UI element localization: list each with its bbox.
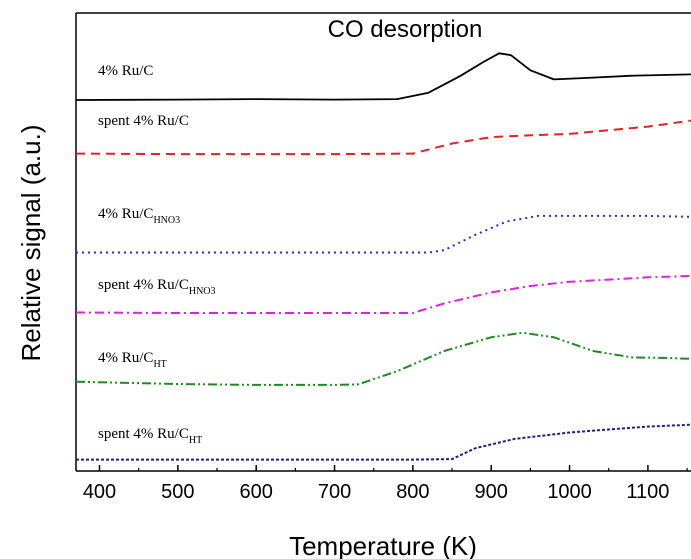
series-label-subscript: HT [189, 435, 202, 446]
x-ticks: 400 500 600 700 800 900 1000 1100 [83, 465, 688, 503]
series-label-4: spent 4% Ru/CHNO3 [98, 277, 216, 297]
series-label-6: spent 4% Ru/CHT [98, 426, 202, 446]
series-label-subscript: HNO3 [189, 286, 216, 297]
series-label-2: spent 4% Ru/C [98, 113, 189, 129]
x-tick-label: 400 [83, 481, 116, 503]
series-line-6 [76, 423, 691, 461]
series-line-5 [75, 331, 691, 386]
x-tick-label: 800 [396, 481, 429, 503]
series-label-subscript: HNO3 [153, 215, 180, 226]
series-label-text: 4% Ru/C [98, 206, 153, 222]
series-line-1 [75, 52, 691, 101]
series-lines [75, 52, 691, 461]
series-line-2 [75, 119, 691, 156]
series-line-3 [76, 214, 691, 254]
series-label-1: 4% Ru/C [98, 63, 153, 79]
x-axis-title: Temperature (K) [289, 531, 477, 559]
series-label-text: spent 4% Ru/C [98, 426, 189, 442]
series-label-text: 4% Ru/C [98, 350, 153, 366]
series-line-4 [75, 274, 691, 314]
series-label-5: 4% Ru/CHT [98, 350, 167, 370]
x-tick-label: 900 [475, 481, 508, 503]
x-tick-label: 1100 [626, 481, 669, 503]
series-label-subscript: HT [153, 359, 166, 370]
chart-title: CO desorption [328, 16, 483, 43]
x-tick-label: 500 [161, 481, 194, 503]
series-label-text: spent 4% Ru/C [98, 277, 189, 293]
series-label-3: 4% Ru/CHNO3 [98, 206, 180, 226]
x-tick-label: 1000 [547, 481, 592, 503]
series-label-text: spent 4% Ru/C [98, 113, 189, 129]
series-label-text: 4% Ru/C [98, 63, 153, 79]
x-tick-label: 700 [318, 481, 351, 503]
y-axis-title: Relative signal (a.u.) [16, 125, 46, 362]
x-tick-label: 600 [240, 481, 273, 503]
